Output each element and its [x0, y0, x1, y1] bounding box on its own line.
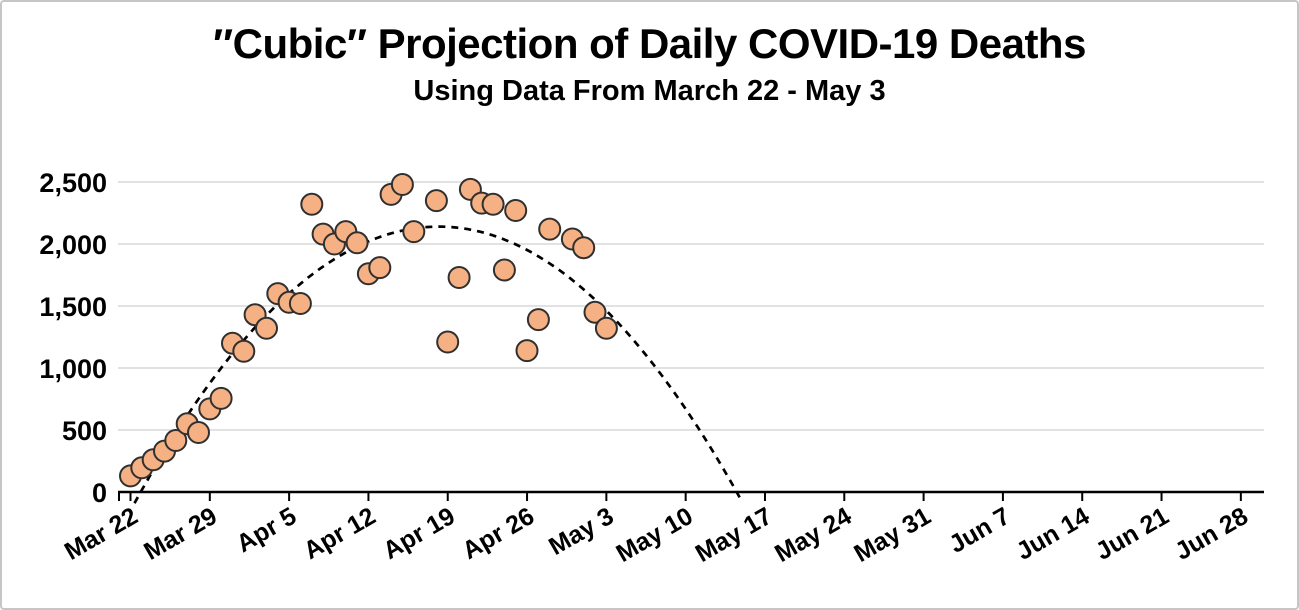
- x-tick-label: Jun 21: [1091, 502, 1174, 566]
- x-tick-label: May 17: [691, 502, 777, 568]
- x-tick-label: Jun 7: [944, 502, 1015, 559]
- data-point: [232, 339, 256, 363]
- x-tick-label: Apr 5: [232, 502, 301, 558]
- y-tick-label: 1,500: [39, 292, 107, 322]
- data-point: [368, 256, 392, 280]
- data-point: [492, 258, 516, 282]
- x-tick-label: Apr 12: [299, 502, 380, 565]
- y-tick-label: 500: [62, 416, 107, 446]
- data-point: [209, 386, 233, 410]
- data-point: [504, 199, 528, 222]
- data-point: [436, 330, 460, 354]
- x-tick-label: May 31: [849, 502, 935, 568]
- data-point: [402, 220, 426, 244]
- x-tick-label: Mar 22: [60, 502, 143, 566]
- data-point: [424, 189, 448, 213]
- data-point: [594, 316, 618, 340]
- data-point: [288, 292, 312, 315]
- data-point: [481, 192, 505, 216]
- y-tick-label: 1,000: [39, 354, 107, 384]
- x-tick-label: May 24: [770, 502, 856, 568]
- projection-curve: [133, 225, 743, 504]
- data-point: [187, 421, 210, 444]
- data-point: [447, 266, 471, 289]
- x-tick-label: Apr 26: [458, 502, 539, 565]
- x-tick-label: Jun 14: [1012, 502, 1095, 566]
- data-point: [538, 217, 562, 241]
- data-point: [526, 308, 550, 332]
- data-point: [345, 231, 369, 255]
- data-point: [515, 339, 539, 363]
- x-tick-label: Jun 28: [1170, 502, 1253, 566]
- y-tick-label: 2,000: [39, 230, 107, 260]
- y-tick-label: 2,500: [39, 168, 107, 198]
- data-point: [255, 316, 278, 340]
- data-point: [300, 192, 324, 216]
- data-point: [390, 173, 414, 196]
- x-tick-label: May 3: [544, 502, 618, 561]
- chart-title: ″Cubic″ Projection of Daily COVID-19 Dea…: [213, 20, 1086, 67]
- data-point: [572, 236, 596, 260]
- data-point: [583, 300, 607, 324]
- x-tick-label: Mar 29: [139, 502, 222, 566]
- x-tick-label: Apr 19: [378, 502, 459, 565]
- x-tick-label: May 10: [611, 502, 697, 568]
- y-tick-label: 0: [92, 478, 107, 508]
- chart-subtitle: Using Data From March 22 - May 3: [413, 75, 886, 107]
- data-point: [164, 429, 188, 452]
